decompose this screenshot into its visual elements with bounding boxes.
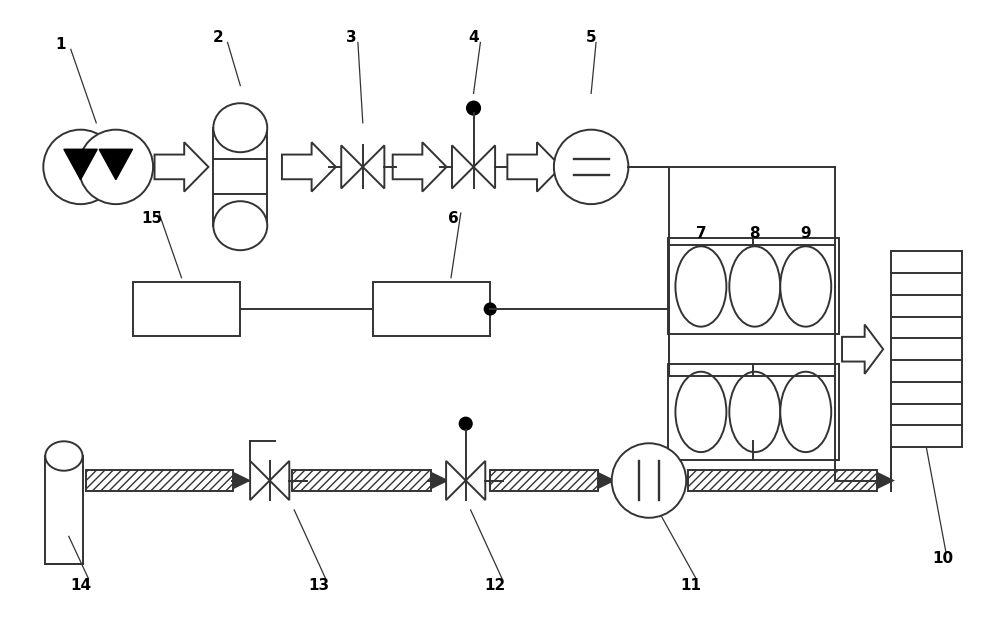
Ellipse shape [675, 246, 726, 327]
Ellipse shape [213, 103, 267, 152]
Circle shape [467, 102, 480, 115]
Circle shape [79, 129, 153, 204]
Polygon shape [598, 472, 616, 489]
Text: 1: 1 [56, 37, 66, 52]
Text: 4: 4 [468, 30, 479, 45]
Bar [688, 470, 877, 491]
Bar [213, 128, 267, 226]
Ellipse shape [729, 372, 780, 452]
Ellipse shape [675, 372, 726, 452]
Polygon shape [64, 149, 97, 180]
Circle shape [43, 129, 118, 204]
Circle shape [484, 303, 496, 315]
Text: 7: 7 [696, 226, 706, 241]
Polygon shape [233, 472, 251, 489]
Polygon shape [99, 149, 132, 180]
Polygon shape [155, 142, 208, 192]
Polygon shape [474, 145, 495, 188]
Bar [132, 282, 240, 336]
Polygon shape [431, 472, 449, 489]
Text: 3: 3 [346, 30, 356, 45]
Ellipse shape [729, 246, 780, 327]
Polygon shape [877, 472, 895, 489]
Bar [86, 470, 233, 491]
Polygon shape [282, 142, 336, 192]
Ellipse shape [780, 246, 831, 327]
Polygon shape [363, 145, 384, 188]
Ellipse shape [780, 372, 831, 452]
Ellipse shape [213, 201, 267, 250]
Polygon shape [270, 461, 289, 500]
Polygon shape [452, 145, 474, 188]
Text: 10: 10 [932, 552, 954, 566]
Polygon shape [393, 142, 447, 192]
Bar [668, 238, 839, 334]
Polygon shape [466, 461, 485, 500]
Circle shape [612, 443, 686, 517]
Text: 9: 9 [800, 226, 811, 241]
Text: 11: 11 [681, 578, 702, 593]
Circle shape [554, 129, 628, 204]
Text: 5: 5 [586, 30, 596, 45]
Bar [292, 470, 431, 491]
Polygon shape [446, 461, 466, 500]
Bar [373, 282, 490, 336]
Text: 12: 12 [484, 578, 506, 593]
Bar [490, 470, 598, 491]
Polygon shape [507, 142, 561, 192]
Text: 15: 15 [142, 211, 163, 227]
Ellipse shape [45, 441, 83, 470]
Bar [891, 251, 962, 447]
Text: 14: 14 [70, 578, 91, 593]
Text: 6: 6 [448, 211, 458, 227]
Text: 2: 2 [212, 30, 223, 45]
Bar [668, 364, 839, 460]
Circle shape [459, 417, 472, 430]
Text: 8: 8 [749, 226, 760, 241]
Polygon shape [250, 461, 270, 500]
Bar [45, 456, 83, 564]
Text: 13: 13 [308, 578, 329, 593]
Polygon shape [341, 145, 363, 188]
Polygon shape [842, 324, 883, 374]
